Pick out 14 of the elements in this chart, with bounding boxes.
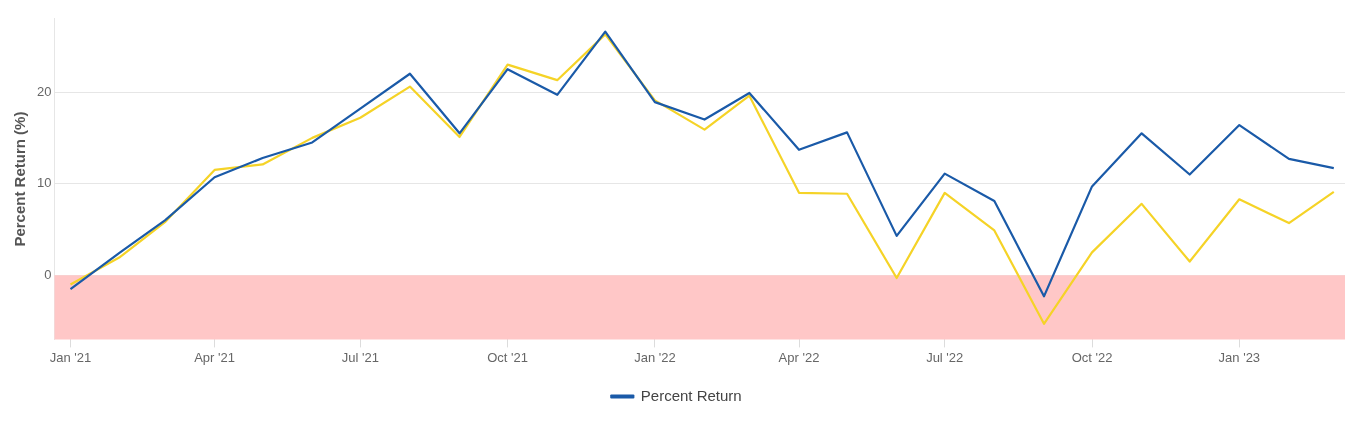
- x-tick-label: Jan '21: [49, 349, 92, 365]
- x-tick-label: Jan '22: [634, 349, 676, 365]
- x-tick-label: Oct '21: [487, 349, 528, 365]
- x-tick-label: Apr '21: [194, 349, 235, 365]
- y-tick-label: 20: [36, 83, 52, 99]
- x-tick-label: Jan '23: [1218, 349, 1261, 365]
- y-axis-title: Percent Return (%): [11, 111, 29, 247]
- x-tick-label: Oct '22: [1071, 349, 1113, 365]
- x-tick-label: Jul '22: [926, 349, 964, 365]
- x-tick-label: Apr '22: [778, 349, 820, 365]
- y-tick-label: 10: [36, 175, 52, 191]
- y-tick-label: 0: [44, 266, 52, 282]
- x-tick-label: Jul '21: [341, 349, 379, 365]
- legend-label: Percent Return: [640, 386, 742, 404]
